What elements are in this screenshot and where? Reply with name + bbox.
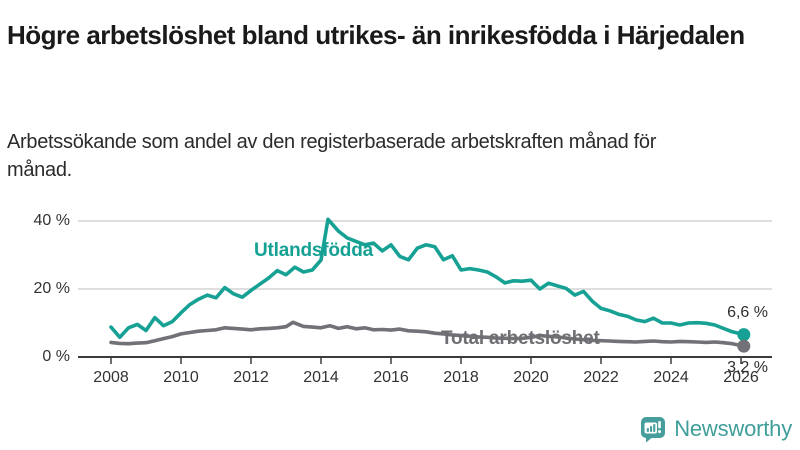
y-axis-tick-label: 20 % xyxy=(33,280,70,297)
y-axis-tick-label: 0 % xyxy=(42,348,70,365)
x-axis-tick-label: 2008 xyxy=(93,369,129,386)
series-line-1 xyxy=(109,320,746,348)
newsworthy-brand-name: Newsworthy xyxy=(674,416,792,441)
series-label-total-arbetsloshet: Total arbetslöshet xyxy=(441,328,600,349)
newsworthy-logo-icon xyxy=(641,416,666,442)
y-axis-tick-label: 40 % xyxy=(33,212,70,229)
end-value-label-total: 3,2 % xyxy=(727,359,768,376)
x-axis-tick-label: 2014 xyxy=(303,369,339,386)
page-title: Högre arbetslöshet bland utrikes- än inr… xyxy=(7,20,745,51)
x-axis-tick-label: 2020 xyxy=(513,369,549,386)
end-value-label-utlandsfodda: 6,6 % xyxy=(727,304,768,321)
page-subtitle: Arbetssökande som andel av den registerb… xyxy=(7,131,657,181)
x-axis-tick-label: 2024 xyxy=(653,369,689,386)
series-line-0 xyxy=(109,217,746,340)
x-axis-tick-label: 2026 xyxy=(723,369,759,386)
x-axis-tick-label: 2012 xyxy=(233,369,269,386)
series-label-utlandsfodda: Utlandsfödda xyxy=(254,240,373,261)
series-end-dot-0 xyxy=(737,328,751,342)
x-axis-tick-label: 2010 xyxy=(163,369,199,386)
x-axis-tick-label: 2018 xyxy=(443,369,479,386)
x-axis-tick-label: 2016 xyxy=(373,369,409,386)
series-end-dot-1 xyxy=(737,339,751,353)
newsworthy-brand[interactable]: Newsworthy xyxy=(640,414,792,444)
x-axis-tick-label: 2022 xyxy=(583,369,619,386)
